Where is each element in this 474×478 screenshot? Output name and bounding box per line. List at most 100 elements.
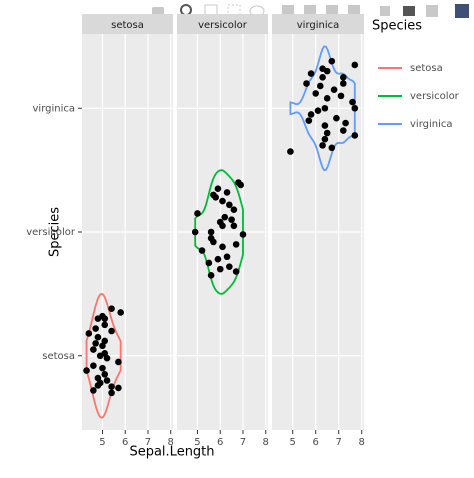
point <box>101 337 109 345</box>
point <box>321 122 329 129</box>
y-tick-label: virginica <box>33 103 76 114</box>
point <box>226 201 233 209</box>
point <box>228 216 235 223</box>
legend-label: versicolor <box>410 91 460 102</box>
point <box>92 325 99 332</box>
hover-icon[interactable] <box>403 6 415 16</box>
point <box>101 315 109 322</box>
x-tick-label: 5 <box>99 437 105 448</box>
violin <box>85 292 122 419</box>
point <box>103 377 111 384</box>
x-tick-label: 7 <box>240 437 246 448</box>
point <box>103 354 111 362</box>
y-axis-title: Species <box>48 207 63 257</box>
camera-icon[interactable] <box>152 7 164 16</box>
point <box>216 265 224 273</box>
point <box>99 364 106 372</box>
point <box>226 263 233 270</box>
y-tick-label: versicolor <box>26 227 76 238</box>
x-tick-label: 6 <box>313 437 319 448</box>
point <box>216 218 224 226</box>
point <box>303 80 310 87</box>
point <box>307 111 315 118</box>
x-tick-label: 6 <box>122 437 128 448</box>
point <box>319 142 326 149</box>
point <box>340 127 347 134</box>
x-tick-label: 8 <box>168 437 174 448</box>
point <box>221 213 229 221</box>
point <box>108 305 115 313</box>
point <box>232 268 240 275</box>
spike-icon[interactable] <box>380 6 390 16</box>
x-tick-label: 7 <box>336 437 342 448</box>
strip <box>177 14 268 34</box>
point <box>319 74 326 81</box>
x-tick-label: 6 <box>217 437 223 448</box>
point <box>287 148 294 155</box>
point <box>210 238 217 246</box>
y-tick-label: setosa <box>42 351 75 362</box>
point <box>312 90 320 97</box>
point <box>321 135 329 143</box>
point <box>223 189 231 196</box>
x-tick-label: 8 <box>359 437 365 448</box>
point <box>117 309 124 316</box>
point <box>214 185 222 192</box>
point <box>351 132 359 139</box>
point <box>340 80 347 87</box>
point <box>219 197 226 205</box>
point <box>92 340 99 347</box>
point <box>85 330 93 337</box>
point <box>191 228 199 236</box>
compare-icon[interactable] <box>426 5 438 17</box>
point <box>90 387 97 394</box>
legend-label: setosa <box>410 63 443 74</box>
strip-label: versicolor <box>198 20 248 31</box>
x-tick-label: 7 <box>145 437 151 448</box>
point <box>83 367 90 374</box>
point <box>323 95 331 102</box>
point <box>207 272 215 279</box>
point <box>194 210 201 217</box>
point <box>340 74 347 81</box>
strip <box>82 14 173 34</box>
point <box>337 92 345 100</box>
zoom-icon[interactable] <box>180 4 192 16</box>
legend-title: Species <box>372 19 422 34</box>
point <box>235 179 242 186</box>
point <box>108 389 115 397</box>
point <box>351 61 359 69</box>
point <box>323 129 331 137</box>
point <box>239 231 247 238</box>
point <box>330 86 338 93</box>
point <box>108 327 115 335</box>
point <box>205 259 213 267</box>
point <box>230 206 238 214</box>
point <box>108 383 115 390</box>
point <box>115 358 122 366</box>
strip-label: virginica <box>297 20 340 31</box>
point <box>328 144 336 152</box>
point <box>230 222 238 230</box>
point <box>212 194 219 201</box>
point <box>223 253 231 261</box>
point <box>207 228 215 236</box>
point <box>321 104 329 112</box>
point <box>219 243 226 251</box>
point <box>232 241 240 248</box>
point <box>349 98 356 106</box>
point <box>198 247 206 254</box>
point <box>90 362 97 369</box>
point <box>305 117 313 124</box>
point <box>94 374 102 382</box>
point <box>115 384 122 392</box>
point <box>94 382 102 389</box>
point <box>351 104 359 112</box>
point <box>342 119 349 127</box>
point <box>94 315 102 322</box>
point <box>214 255 222 263</box>
point <box>333 114 340 122</box>
plotly-logo[interactable] <box>455 4 469 18</box>
legend-label: virginica <box>410 119 453 130</box>
